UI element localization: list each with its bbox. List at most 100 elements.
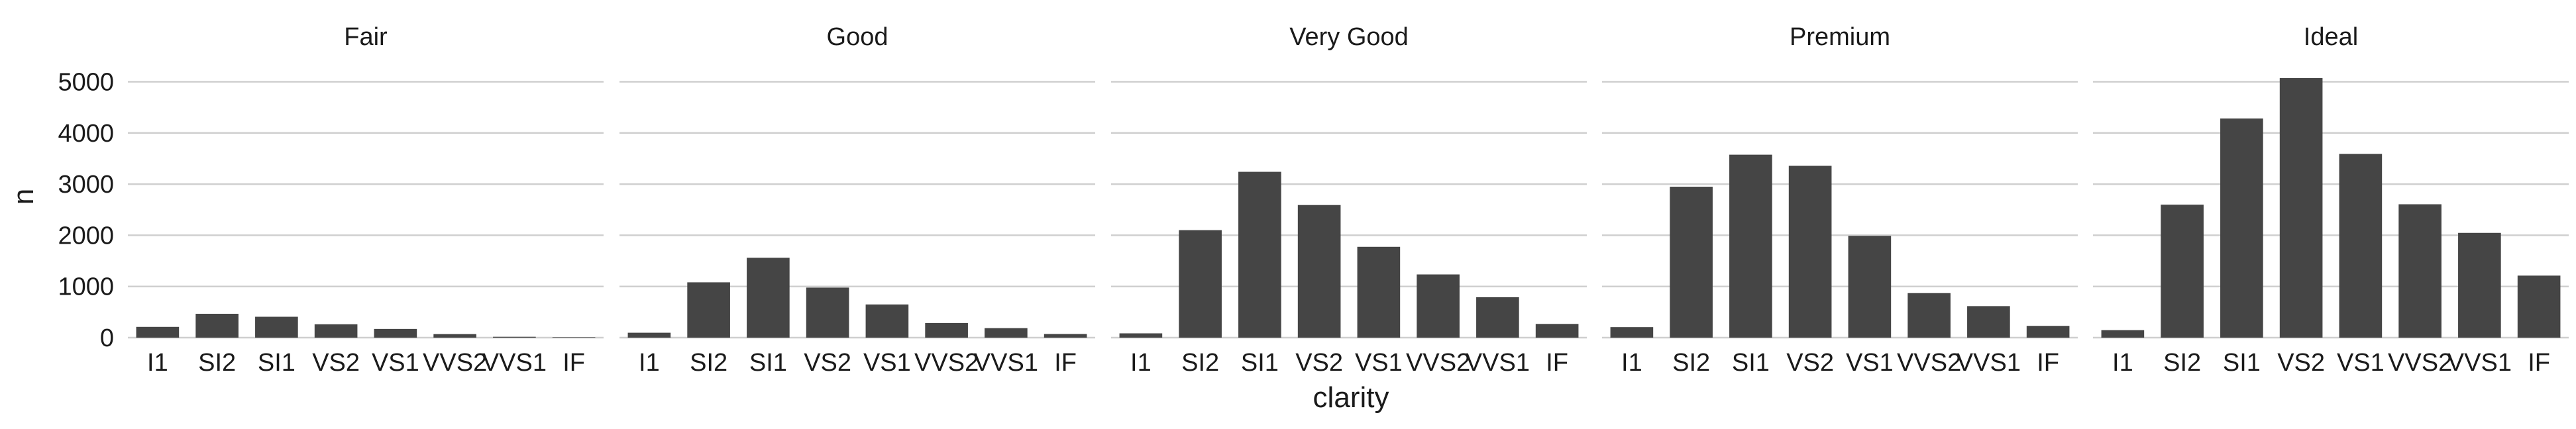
y-tick-label: 2000	[58, 222, 114, 250]
bar	[627, 332, 671, 338]
x-tick-label: IF	[563, 349, 585, 377]
x-tick-label: VVS2	[1897, 349, 1961, 377]
x-tick-label: VVS1	[482, 349, 547, 377]
bar	[1044, 334, 1087, 338]
bar	[1670, 187, 1713, 338]
y-tick-label: 3000	[58, 171, 114, 199]
bar	[865, 304, 909, 338]
bar	[806, 287, 849, 338]
bar	[2101, 330, 2145, 338]
bar	[314, 324, 358, 338]
bar	[985, 328, 1028, 338]
y-tick-label: 0	[100, 324, 114, 352]
bar	[374, 328, 417, 338]
facet-title: Ideal	[2304, 23, 2358, 51]
x-tick-label: VVS2	[914, 349, 979, 377]
x-tick-label: VS2	[1786, 349, 1834, 377]
bar	[1417, 274, 1460, 338]
x-tick-label: SI1	[1241, 349, 1279, 377]
x-tick-label: VS1	[2337, 349, 2385, 377]
x-tick-label: IF	[1054, 349, 1077, 377]
bar	[1788, 166, 1832, 338]
x-tick-label: VS1	[1355, 349, 1403, 377]
bar	[2279, 77, 2323, 338]
bar	[255, 316, 298, 338]
bar	[552, 337, 596, 338]
bar	[2339, 154, 2383, 338]
x-tick-label: VVS1	[1957, 349, 2021, 377]
y-axis-title: n	[7, 189, 40, 205]
x-tick-label: VVS2	[1406, 349, 1470, 377]
bar	[1610, 327, 1654, 338]
y-axis: 0 1000 2000 3000 4000 5000	[58, 68, 114, 352]
x-tick-label: SI1	[258, 349, 295, 377]
x-tick-label: VVS1	[974, 349, 1038, 377]
x-tick-label: SI1	[749, 349, 787, 377]
bar	[1907, 293, 1951, 338]
bar	[925, 322, 968, 338]
x-tick-label: SI2	[198, 349, 236, 377]
bar	[747, 258, 790, 338]
bar	[1357, 246, 1401, 338]
x-tick-label: VS2	[804, 349, 851, 377]
bar	[1297, 205, 1341, 338]
x-tick-label: VVS2	[2388, 349, 2452, 377]
facet-title: Very Good	[1289, 23, 1409, 51]
bar	[2517, 275, 2561, 338]
bar	[195, 313, 239, 338]
x-tick-label: VS2	[1295, 349, 1343, 377]
x-axis-title: clarity	[1313, 381, 1389, 414]
x-tick-label: SI2	[2163, 349, 2201, 377]
x-tick-label: VVS1	[1466, 349, 1530, 377]
bar	[1848, 236, 1892, 338]
bar	[493, 336, 536, 338]
y-tick-label: 1000	[58, 273, 114, 301]
x-tick-label: I1	[1130, 349, 1152, 377]
x-tick-label: VS2	[2277, 349, 2325, 377]
bar	[433, 334, 476, 338]
bar	[1179, 230, 1222, 338]
x-tick-label: I1	[639, 349, 660, 377]
bar	[1119, 333, 1163, 338]
x-tick-label: I1	[147, 349, 168, 377]
x-tick-label: VS1	[863, 349, 911, 377]
bar	[2220, 118, 2263, 338]
x-tick-label: SI1	[2223, 349, 2261, 377]
bar	[1535, 324, 1579, 338]
y-tick-label: 5000	[58, 68, 114, 96]
bar	[2026, 326, 2070, 338]
x-tick-label: SI2	[690, 349, 727, 377]
bar	[1967, 306, 2010, 338]
x-tick-label: VS1	[372, 349, 419, 377]
x-tick-label: IF	[1546, 349, 1568, 377]
x-tick-label: IF	[2528, 349, 2550, 377]
x-tick-label: VVS1	[2447, 349, 2512, 377]
y-tick-label: 4000	[58, 120, 114, 148]
x-tick-label: VS1	[1846, 349, 1894, 377]
x-tick-label: VVS2	[423, 349, 487, 377]
x-tick-label: I1	[1621, 349, 1642, 377]
bar	[2398, 204, 2442, 338]
x-tick-label: IF	[2037, 349, 2059, 377]
x-tick-label: SI2	[1672, 349, 1710, 377]
bar	[687, 282, 730, 338]
x-tick-label: VS2	[312, 349, 360, 377]
facet-title: Premium	[1790, 23, 1890, 51]
bar	[2458, 232, 2501, 338]
x-tick-label: SI2	[1181, 349, 1219, 377]
bar	[1729, 154, 1772, 338]
x-tick-label: SI1	[1732, 349, 1770, 377]
facet-title: Fair	[344, 23, 388, 51]
x-tick-label: I1	[2112, 349, 2133, 377]
facet-title: Good	[827, 23, 888, 51]
bar	[1476, 297, 1519, 338]
bar	[2161, 205, 2204, 338]
bar	[1238, 171, 1281, 338]
